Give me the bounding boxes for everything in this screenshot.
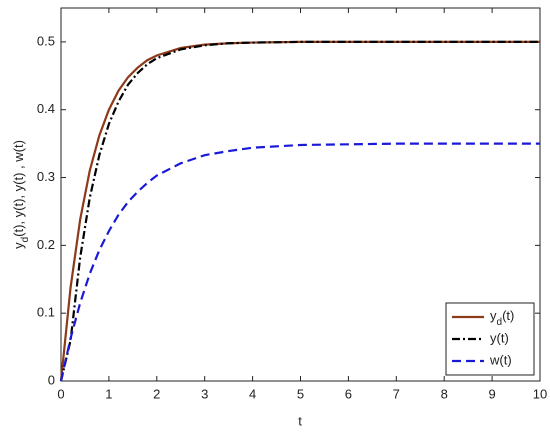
text-part: (t), y(t), y(t) , w(t) xyxy=(11,140,26,237)
x-tick-label: 0 xyxy=(57,386,64,401)
text-part: y xyxy=(490,308,497,323)
y-tick-label: 0.3 xyxy=(37,169,55,184)
x-tick-label: 8 xyxy=(441,386,448,401)
y-tick-label: 0.2 xyxy=(37,237,55,252)
y-tick-label: 0.5 xyxy=(37,33,55,48)
x-tick-label: 10 xyxy=(533,386,547,401)
line-series xyxy=(59,142,540,382)
y-tick-label: 0 xyxy=(48,372,55,387)
line-series xyxy=(59,40,540,382)
text-part: (t) xyxy=(502,308,514,323)
legend-box xyxy=(445,302,535,376)
x-tick-label: 4 xyxy=(249,386,256,401)
y-tick-label: 0.1 xyxy=(37,305,55,320)
text-part: d xyxy=(20,237,31,243)
x-tick-label: 7 xyxy=(393,386,400,401)
legend-label: w(t) xyxy=(489,352,512,367)
y-tick-label: 0.4 xyxy=(37,101,55,116)
x-tick-label: 1 xyxy=(105,386,112,401)
x-axis-label: t xyxy=(298,413,302,428)
legend-label: yd(t) xyxy=(490,308,514,328)
text-part: d xyxy=(497,317,503,328)
x-tick-label: 3 xyxy=(201,386,208,401)
x-tick-label: 9 xyxy=(488,386,495,401)
x-tick-label: 6 xyxy=(345,386,352,401)
y-axis-label: yd(t), y(t), y(t) , w(t) xyxy=(11,140,31,249)
x-tick-label: 2 xyxy=(153,386,160,401)
text-part: y xyxy=(11,242,26,249)
x-tick-label: 5 xyxy=(297,386,304,401)
legend-label: y(t) xyxy=(490,330,509,345)
